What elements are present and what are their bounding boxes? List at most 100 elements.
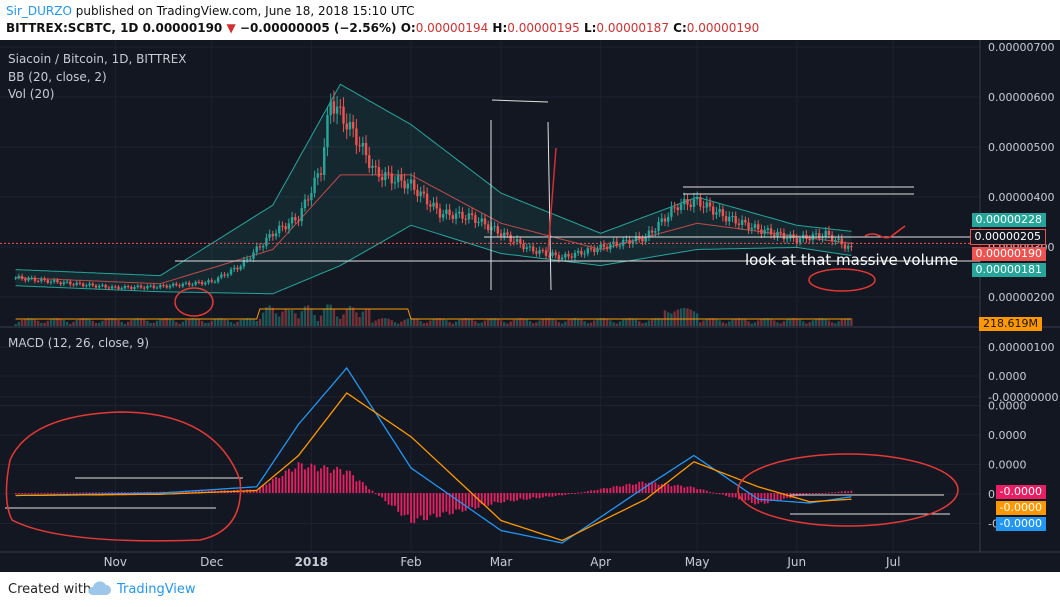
author-link[interactable]: Sir_DURZO (6, 4, 72, 18)
macd-histogram-bar (847, 491, 850, 493)
macd-histogram-bar (828, 492, 830, 494)
macd-histogram-bar (689, 486, 692, 493)
volume-bar (802, 321, 805, 326)
macd-histogram-bar (551, 493, 554, 497)
candle-body (522, 243, 525, 250)
candle-body (789, 234, 792, 239)
candle-body (364, 142, 368, 156)
candle-body (400, 175, 403, 181)
macd-histogram-bar (265, 484, 268, 493)
volume-bar (425, 322, 429, 326)
macd-histogram-bar (336, 466, 338, 493)
candle-body (609, 244, 612, 250)
macd-histogram-bar (275, 476, 277, 493)
volume-bar (818, 318, 821, 326)
macd-histogram-bar (124, 492, 126, 494)
candle-body (107, 287, 111, 289)
candle-body (178, 285, 181, 287)
volume-bar (223, 318, 226, 326)
candle-body (554, 252, 557, 256)
volume-bar (72, 321, 75, 326)
volume-bar (345, 308, 348, 326)
volume-bar (319, 315, 323, 326)
macd-histogram-bar (259, 487, 261, 493)
candle-body (686, 198, 689, 205)
macd-histogram-bar (673, 485, 676, 493)
volume-bar (110, 318, 114, 326)
candle-body (740, 219, 744, 225)
volume-bar (435, 318, 438, 326)
price-axis-label: -0.00000000 (988, 391, 1058, 404)
volume-bar (548, 318, 551, 326)
macd-histogram-bar (676, 484, 679, 493)
candle-body (570, 256, 573, 258)
macd-histogram-bar (255, 490, 258, 493)
volume-bar (413, 318, 416, 326)
macd-histogram-bar (368, 489, 371, 493)
candle-body (36, 281, 40, 283)
volume-bar (69, 323, 72, 326)
volume-bar (403, 319, 406, 326)
candle-body (773, 234, 776, 237)
macd-histogram-bar (731, 493, 734, 498)
candle-body (580, 250, 583, 255)
candle-body (287, 223, 291, 230)
candle-body (695, 197, 699, 200)
macd-histogram-bar (300, 463, 303, 493)
volume-bar (512, 319, 516, 326)
macd-histogram-bar (455, 493, 457, 510)
candle-body (284, 226, 287, 230)
chart-svg[interactable]: 0.00000700 0.00000600 0.00000500 0.00000400… (0, 40, 1060, 572)
candle-body (40, 278, 43, 282)
candle-body (213, 281, 217, 283)
volume-bar (419, 321, 422, 326)
price-axis-label: 0.00000400 (988, 191, 1054, 204)
volume-bar (753, 322, 757, 326)
candle-body (602, 244, 606, 247)
volume-bar (496, 318, 500, 326)
volume-bar (245, 318, 249, 326)
volume-bar (396, 323, 400, 326)
candle-body (17, 276, 21, 278)
candle-body (660, 218, 663, 222)
macd-histogram-bar (439, 493, 441, 517)
time-axis-label: May (685, 555, 710, 569)
macd-histogram-bar (631, 484, 634, 493)
volume-bar (416, 319, 419, 326)
candle-body (583, 253, 586, 255)
chart-area[interactable]: 0.00000700 0.00000600 0.00000500 0.00000400… (0, 40, 1060, 572)
volume-bar (515, 318, 519, 326)
volume-bar (744, 319, 747, 326)
candle-body (326, 115, 329, 148)
candle-body (329, 101, 332, 116)
volume-bar (226, 320, 230, 326)
volume-bar (78, 318, 82, 326)
macd-histogram-bar (37, 492, 40, 494)
candle-body (599, 244, 602, 249)
volume-bar (560, 323, 564, 326)
macd-histogram-bar (757, 493, 760, 504)
candle-body (605, 246, 609, 250)
volume-bar (355, 312, 358, 326)
volume-bar (458, 319, 461, 326)
candle-body (171, 283, 175, 286)
tradingview-link[interactable]: TradingView (117, 582, 196, 597)
candle-body (374, 165, 377, 168)
volume-bar (17, 321, 21, 326)
candle-body (728, 216, 731, 222)
candle-body (27, 278, 30, 281)
volume-bar (461, 318, 464, 326)
volume-bar (718, 320, 721, 326)
candle-body (123, 286, 127, 289)
macd-histogram-bar (744, 493, 747, 501)
volume-bar (30, 318, 33, 326)
volume-bar (570, 318, 573, 326)
volume-bar (393, 322, 397, 326)
candle-body (181, 283, 184, 287)
volume-bar (641, 323, 644, 326)
annotation-text: look at that massive volume (745, 251, 959, 269)
volume-bar (171, 320, 175, 326)
candle-body (413, 179, 416, 190)
macd-histogram-bar (718, 493, 721, 495)
volume-bar (689, 309, 692, 326)
